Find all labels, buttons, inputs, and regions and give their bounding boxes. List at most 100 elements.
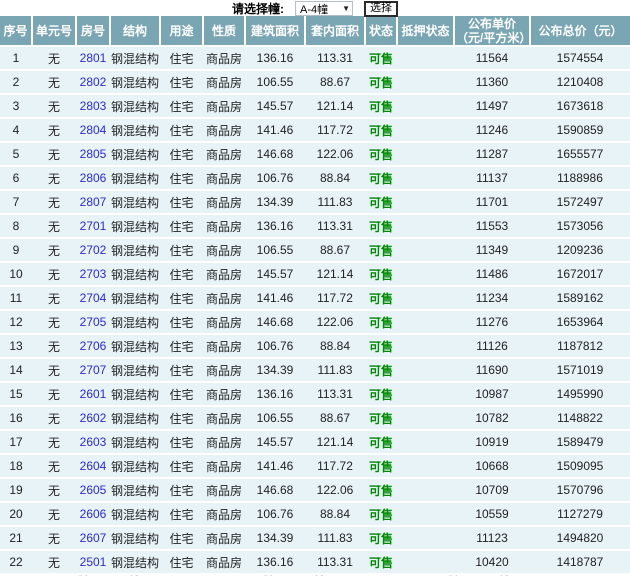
cell-room[interactable]: 2806 [76,166,110,191]
cell-room[interactable]: 2802 [76,70,110,95]
cell-building-area: 145.57 [245,94,305,119]
cell-nature: 商品房 [203,286,245,311]
cell-structure: 钢混结构 [110,454,160,479]
table-row: 22 无 2501 钢混结构 住宅 商品房 136.16 113.31 可售 10420 14187… [0,550,630,575]
select-button[interactable]: 选择 [364,0,398,17]
cell-building-area: 136.16 [245,550,305,575]
building-select[interactable]: A-4幢 ▼ [295,1,353,16]
cell-unit-price: 10919 [454,430,530,455]
cell-status: 可售 [365,310,397,335]
cell-status: 可售 [365,550,397,575]
col-header-unit: 单元号 [32,16,77,47]
cell-inner-area: 88.84 [305,334,365,359]
cell-inner-area: 122.06 [305,142,365,167]
cell-inner-area: 88.67 [305,70,365,95]
cell-room[interactable]: 2607 [76,526,110,551]
cell-room[interactable]: 2601 [76,382,110,407]
cell-room[interactable]: 2701 [76,214,110,239]
cell-seq: 12 [0,310,32,335]
cell-room[interactable]: 2805 [76,142,110,167]
cell-mortgage-status [397,70,454,95]
cell-nature: 商品房 [203,94,245,119]
cell-room[interactable]: 2801 [76,46,110,71]
cell-nature: 商品房 [203,238,245,263]
cell-room[interactable]: 2702 [76,238,110,263]
cell-usage: 住宅 [160,550,203,575]
table-row: 9 无 2702 钢混结构 住宅 商品房 106.55 88.67 可售 11349 1209236 [0,238,630,263]
cell-status: 可售 [365,286,397,311]
cell-room[interactable]: 2604 [76,454,110,479]
cell-room[interactable]: 2605 [76,478,110,503]
cell-seq: 22 [0,550,32,575]
cell-unit: 无 [32,70,76,95]
cell-room[interactable]: 2803 [76,94,110,119]
cell-inner-area: 88.67 [305,238,365,263]
col-header-structure: 结构 [110,16,161,47]
cell-total-price: 1571019 [530,358,630,383]
cell-unit: 无 [32,526,76,551]
cell-status: 可售 [365,214,397,239]
cell-seq: 5 [0,142,32,167]
col-header-status: 状态 [365,16,398,47]
cell-room[interactable]: 2603 [76,430,110,455]
cell-mortgage-status [397,142,454,167]
cell-total-price: 1653964 [530,310,630,335]
cell-usage: 住宅 [160,70,203,95]
cell-room[interactable]: 2606 [76,502,110,527]
cell-seq: 10 [0,262,32,287]
cell-inner-area: 88.67 [305,406,365,431]
cell-status: 可售 [365,526,397,551]
table-header: 序号 单元号 房号 结构 用途 性质 建筑面积 套内面积 状态 抵押状态 公布单… [0,16,630,47]
cell-inner-area: 88.84 [305,166,365,191]
cell-room[interactable]: 2807 [76,190,110,215]
cell-usage: 住宅 [160,358,203,383]
col-header-mortgage-status: 抵押状态 [397,16,455,47]
cell-usage: 住宅 [160,214,203,239]
cell-seq: 3 [0,94,32,119]
cell-room[interactable]: 2704 [76,286,110,311]
col-header-building-area: 建筑面积 [245,16,306,47]
cell-total-price: 1494820 [530,526,630,551]
cell-unit-price: 11497 [454,94,530,119]
cell-building-area: 134.39 [245,358,305,383]
cell-inner-area: 113.31 [305,550,365,575]
cell-total-price: 1590859 [530,118,630,143]
cell-inner-area: 113.31 [305,382,365,407]
cell-room[interactable]: 2703 [76,262,110,287]
col-header-usage: 用途 [160,16,204,47]
cell-usage: 住宅 [160,478,203,503]
cell-room[interactable]: 2602 [76,406,110,431]
cell-status: 可售 [365,430,397,455]
cell-unit-price: 11234 [454,286,530,311]
cell-total-price: 1572497 [530,190,630,215]
cell-structure: 钢混结构 [110,502,160,527]
cell-unit-price: 10668 [454,454,530,479]
cell-structure: 钢混结构 [110,166,160,191]
cell-inner-area: 121.14 [305,94,365,119]
cell-mortgage-status [397,454,454,479]
cell-mortgage-status [397,214,454,239]
table-row: 21 无 2607 钢混结构 住宅 商品房 134.39 111.83 可售 11123 14948… [0,526,630,551]
cell-total-price: 1589162 [530,286,630,311]
cell-seq: 6 [0,166,32,191]
cell-structure: 钢混结构 [110,550,160,575]
cell-inner-area: 111.83 [305,358,365,383]
cell-nature: 商品房 [203,166,245,191]
cell-room[interactable]: 2804 [76,118,110,143]
cell-total-price: 1418787 [530,550,630,575]
cell-room[interactable]: 2501 [76,550,110,575]
cell-building-area: 106.55 [245,70,305,95]
cell-inner-area: 121.14 [305,262,365,287]
cell-room[interactable]: 2707 [76,358,110,383]
cell-unit: 无 [32,118,76,143]
cell-nature: 商品房 [203,70,245,95]
cell-unit: 无 [32,190,76,215]
cell-room[interactable]: 2705 [76,310,110,335]
cell-status: 可售 [365,70,397,95]
table-row: 13 无 2706 钢混结构 住宅 商品房 106.76 88.84 可售 11126 118781… [0,334,630,359]
cell-seq: 16 [0,406,32,431]
cell-room[interactable]: 2706 [76,334,110,359]
cell-structure: 钢混结构 [110,70,160,95]
cell-nature: 商品房 [203,334,245,359]
